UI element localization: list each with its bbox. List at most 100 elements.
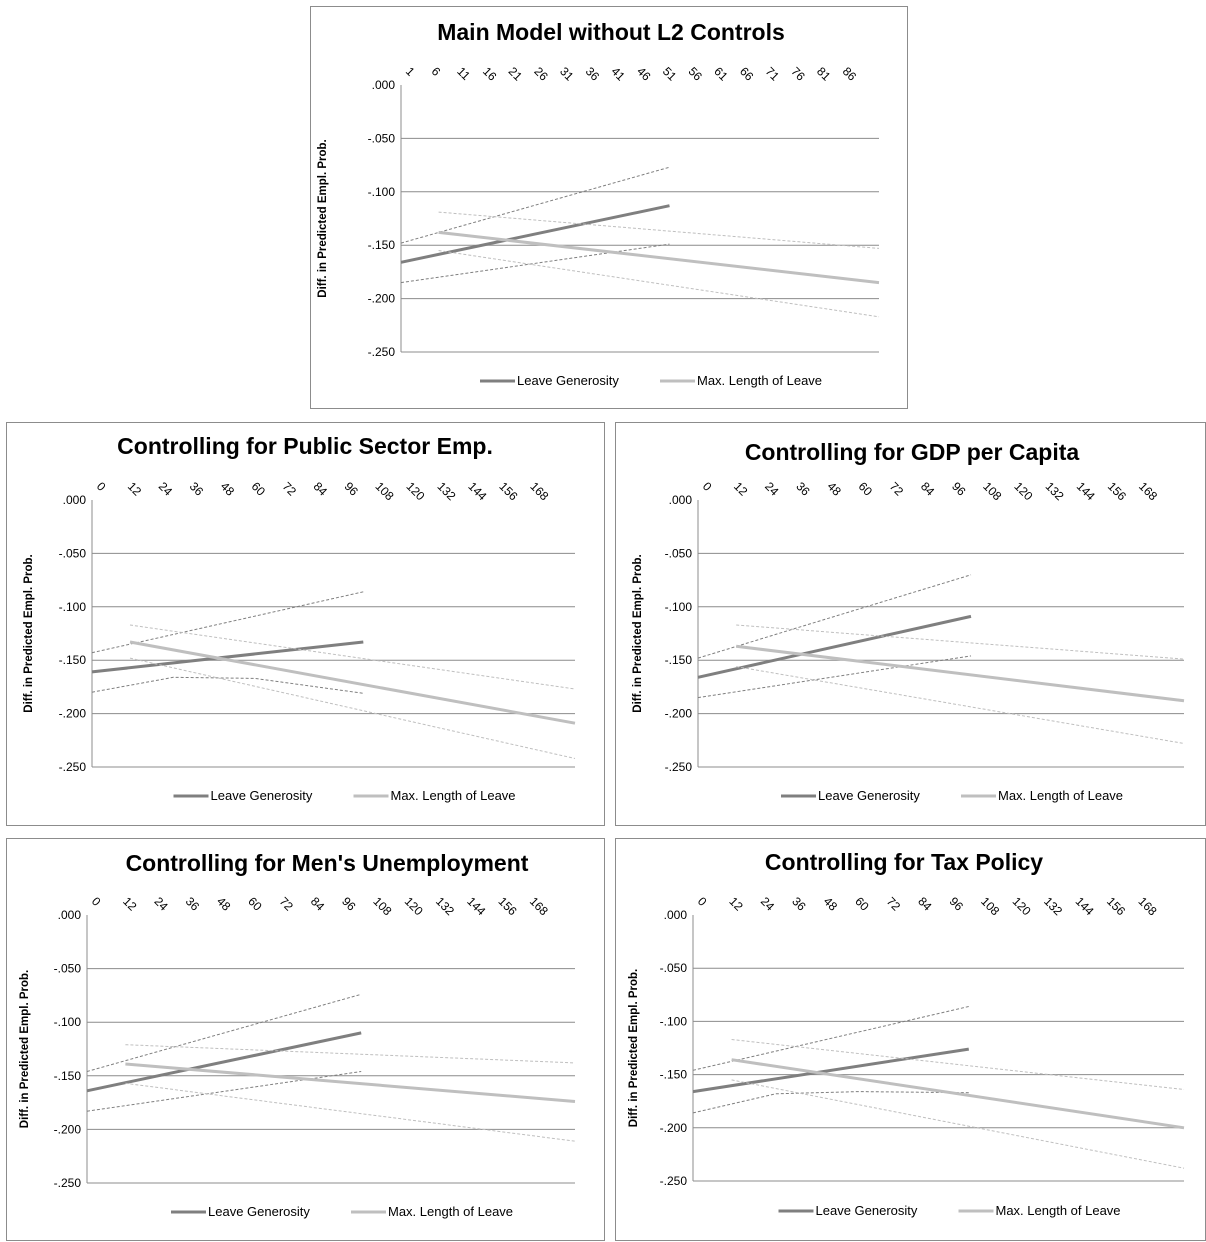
legend-label: Leave Generosity [211,788,313,803]
x-tick-label: 120 [1011,479,1035,503]
x-tick-label: 72 [280,479,300,499]
y-tick-label: -.200 [660,1121,688,1135]
confidence-bound-line [129,657,576,759]
x-tick-label: 46 [634,64,654,84]
y-tick-label: -.150 [54,1069,82,1083]
x-tick-label: 84 [915,894,935,914]
x-tick-label: 156 [1104,894,1128,918]
y-tick-label: -.100 [54,1015,82,1029]
chart-svg-mens-unemployment: Controlling for Men's Unemployment .000 -.… [19,850,576,1219]
confidence-bound-line [697,655,972,699]
legend-label: Leave Generosity [818,788,920,803]
x-tick-label: 108 [980,479,1004,503]
confidence-bound-line [125,1044,576,1064]
confidence-bound-line [400,243,670,284]
y-tick-label: -.150 [665,653,693,667]
legend-label: Max. Length of Leave [388,1204,513,1219]
series-line [731,1058,1185,1130]
chart-title: Controlling for GDP per Capita [745,439,1080,465]
y-tick-label: -.100 [368,185,396,199]
y-tick-label: -.150 [59,653,87,667]
x-tick-label: 108 [370,894,394,918]
x-tick-label: 156 [496,479,520,503]
x-tick-label: 12 [125,479,145,499]
x-tick-label: 120 [402,894,426,918]
confidence-bound-line [125,1082,576,1142]
chart-panel-public-sector: Controlling for Public Sector Emp. .000 -.… [6,422,605,826]
confidence-bound-line [86,993,362,1072]
y-tick-label: -.200 [59,707,87,721]
y-tick-label: -.100 [665,600,693,614]
x-tick-label: 72 [884,894,904,914]
x-tick-label: 120 [1010,894,1034,918]
x-tick-label: 12 [731,479,751,499]
x-tick-label: 56 [686,64,706,84]
x-tick-label: 61 [711,64,731,84]
x-tick-label: 144 [1073,894,1097,918]
x-tick-label: 108 [978,894,1002,918]
x-tick-label: 96 [339,894,359,914]
series-line [400,204,670,264]
x-tick-label: 36 [789,894,809,914]
y-tick-label: -.200 [368,292,396,306]
x-tick-label: 144 [465,479,489,503]
x-tick-label: 156 [1105,479,1129,503]
x-tick-label: 96 [947,894,967,914]
y-tick-label: .000 [669,493,693,507]
chart-panel-mens-unemployment: Controlling for Men's Unemployment .000 -.… [6,838,605,1241]
legend-label: Leave Generosity [208,1204,310,1219]
y-axis-label: Diff. in Predicted Empl. Prob. [632,554,644,712]
series-line [91,640,364,674]
x-tick-label: 81 [814,64,834,84]
x-tick-label: 108 [373,479,397,503]
x-tick-label: 48 [821,894,841,914]
x-tick-label: 72 [277,894,297,914]
y-tick-label: .000 [58,908,82,922]
x-tick-label: 132 [1041,894,1065,918]
legend-label: Max. Length of Leave [998,788,1123,803]
confidence-bound-line [736,666,1185,744]
x-tick-label: 168 [1136,479,1160,503]
chart-panel-main-model: Main Model without L2 Controls .000 -.050 -… [310,6,908,409]
chart-title: Controlling for Tax Policy [765,849,1043,875]
x-tick-label: 60 [245,894,265,914]
x-tick-label: 36 [583,64,603,84]
x-tick-label: 96 [949,479,969,499]
chart-panel-gdp-per-capita: Controlling for GDP per Capita .000 -.050 -… [615,422,1206,826]
chart-title: Main Model without L2 Controls [437,19,785,45]
series-line [438,230,880,285]
x-tick-label: 132 [433,894,457,918]
chart-panel-tax-policy: Controlling for Tax Policy .000 -.050 -.100… [615,838,1206,1241]
x-tick-label: 24 [156,479,176,499]
x-tick-label: 84 [311,479,331,499]
x-tick-label: 60 [249,479,269,499]
x-tick-label: 36 [793,479,813,499]
chart-title: Controlling for Public Sector Emp. [117,433,493,459]
x-tick-label: 48 [824,479,844,499]
x-tick-label: 60 [852,894,872,914]
y-tick-label: -.100 [660,1014,688,1028]
y-tick-label: -.050 [665,546,693,560]
x-tick-label: 24 [762,479,782,499]
y-axis-label: Diff. in Predicted Empl. Prob. [628,969,640,1127]
legend-label: Max. Length of Leave [697,373,822,388]
y-tick-label: -.250 [59,760,87,774]
chart-svg-main-model: Main Model without L2 Controls .000 -.050 -… [317,19,880,388]
x-tick-label: 66 [737,64,757,84]
confidence-bound-line [86,1071,362,1112]
x-tick-label: 48 [214,894,234,914]
x-tick-label: 86 [840,64,860,84]
y-tick-label: -.200 [665,707,693,721]
series-line [129,640,576,725]
legend-label: Max. Length of Leave [996,1203,1121,1218]
confidence-bound-line [731,1039,1185,1090]
y-tick-label: -.150 [660,1068,688,1082]
x-tick-label: 71 [763,64,783,84]
x-tick-label: 11 [454,64,473,83]
x-tick-label: 12 [120,894,140,914]
x-tick-label: 0 [700,479,715,494]
y-tick-label: -.200 [54,1122,82,1136]
legend-label: Max. Length of Leave [391,788,516,803]
confidence-bound-line [697,574,972,659]
x-tick-label: 36 [183,894,203,914]
